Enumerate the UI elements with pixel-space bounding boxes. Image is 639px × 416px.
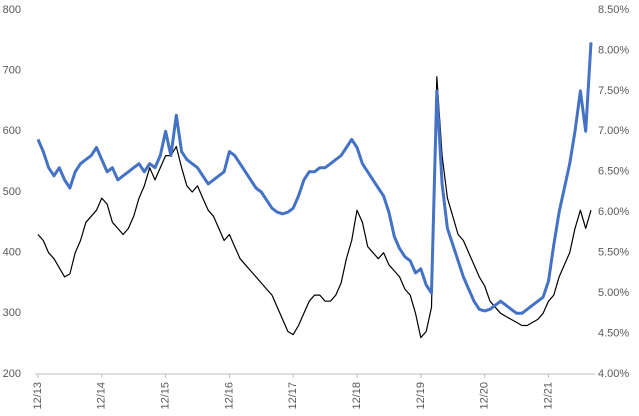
x-tick-label: 12/17 <box>287 382 299 410</box>
y-tick-label: 400 <box>3 247 21 259</box>
y2-tick-label: 6.50% <box>598 166 629 178</box>
x-tick-label: 12/18 <box>351 382 363 410</box>
y-tick-label: 700 <box>3 65 21 77</box>
x-tick-label: 12/13 <box>32 382 44 410</box>
x-tick-label: 12/14 <box>96 382 108 410</box>
y2-tick-label: 7.00% <box>598 125 629 137</box>
x-tick-label: 12/16 <box>223 382 235 410</box>
x-tick-label: 12/15 <box>160 382 172 410</box>
y2-tick-label: 5.50% <box>598 247 629 259</box>
y-tick-label: 200 <box>3 368 21 380</box>
y-tick-label: 600 <box>3 125 21 137</box>
y2-tick-label: 4.50% <box>598 327 629 339</box>
series-line <box>37 76 592 339</box>
y2-tick-label: 8.50% <box>598 4 629 16</box>
x-tick-label: 12/21 <box>542 382 554 410</box>
y2-tick-label: 7.50% <box>598 85 629 97</box>
y2-tick-label: 4.00% <box>598 368 629 380</box>
y2-tick-label: 5.00% <box>598 287 629 299</box>
y2-tick-label: 8.00% <box>598 44 629 56</box>
y2-tick-label: 6.00% <box>598 206 629 218</box>
x-tick-label: 12/19 <box>415 382 427 410</box>
y-tick-label: 800 <box>3 4 21 16</box>
y-tick-label: 300 <box>3 307 21 319</box>
y-tick-label: 500 <box>3 186 21 198</box>
series-line <box>36 42 593 315</box>
x-tick-label: 12/20 <box>479 382 491 410</box>
